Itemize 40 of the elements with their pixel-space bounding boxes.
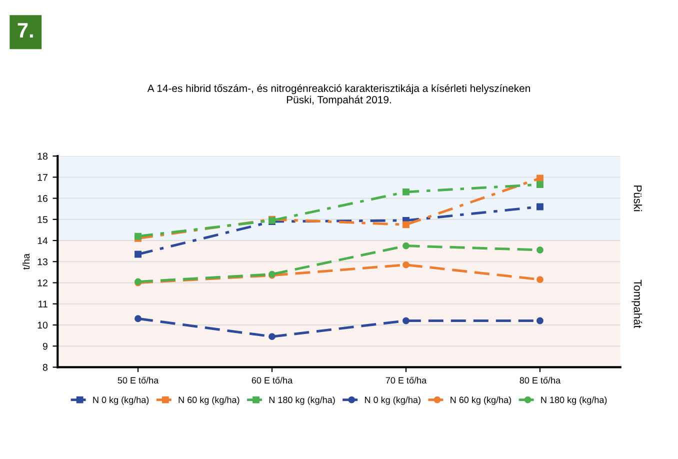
- y-tick-label: 17: [38, 174, 48, 181]
- point: [134, 315, 142, 322]
- legend-label: N 180 kg (kg/ha): [541, 396, 607, 405]
- y-tick-label: 12: [38, 279, 48, 286]
- x-tick-label: 80 E tő/ha: [520, 376, 561, 384]
- y-tick-label: 9: [42, 342, 48, 350]
- point: [134, 250, 142, 258]
- y-tick-label: 13: [38, 258, 48, 266]
- point: [536, 276, 544, 284]
- y-axis-title: t/ha: [22, 254, 30, 270]
- point: [402, 261, 410, 268]
- point: [402, 317, 410, 324]
- point: [536, 203, 544, 210]
- y-tick-label: 16: [38, 195, 48, 202]
- point: [402, 221, 410, 228]
- point: [402, 242, 410, 250]
- legend-label: N 0 kg (kg/ha): [365, 396, 420, 405]
- point: [268, 333, 276, 340]
- text: 7.: [18, 23, 33, 38]
- legend-label: N 60 kg (kg/ha): [450, 396, 512, 405]
- point: [402, 188, 410, 196]
- legend-label: N 180 kg (kg/ha): [269, 396, 335, 405]
- chart-title: A 14-es hibrid tőszám-, és nitrogénreakció karakterisztikája a kísérleti helyszíneken Püski, Tompahát 2019.: [147, 84, 530, 106]
- point: [536, 181, 544, 188]
- band-label: Püski: [634, 186, 642, 212]
- x-tick-label: 60 E tő/ha: [252, 376, 293, 384]
- x-tick-label: 70 E tő/ha: [386, 376, 427, 384]
- y-tick-label: 18: [38, 152, 48, 160]
- point: [536, 317, 544, 324]
- legend-label: N 60 kg (kg/ha): [178, 396, 240, 405]
- y-tick-label: 14: [38, 237, 48, 244]
- band-label: Tompahát: [632, 280, 642, 328]
- y-tick-label: 15: [38, 216, 48, 224]
- y-tick-label: 10: [38, 322, 48, 329]
- legend-label: N 0 kg (kg/ha): [93, 396, 149, 405]
- y-tick-label: 8: [42, 364, 48, 371]
- point: [536, 246, 544, 254]
- x-tick-label: 50 E tő/ha: [118, 376, 159, 384]
- point: [536, 174, 544, 182]
- y-tick-label: 11: [38, 300, 48, 308]
